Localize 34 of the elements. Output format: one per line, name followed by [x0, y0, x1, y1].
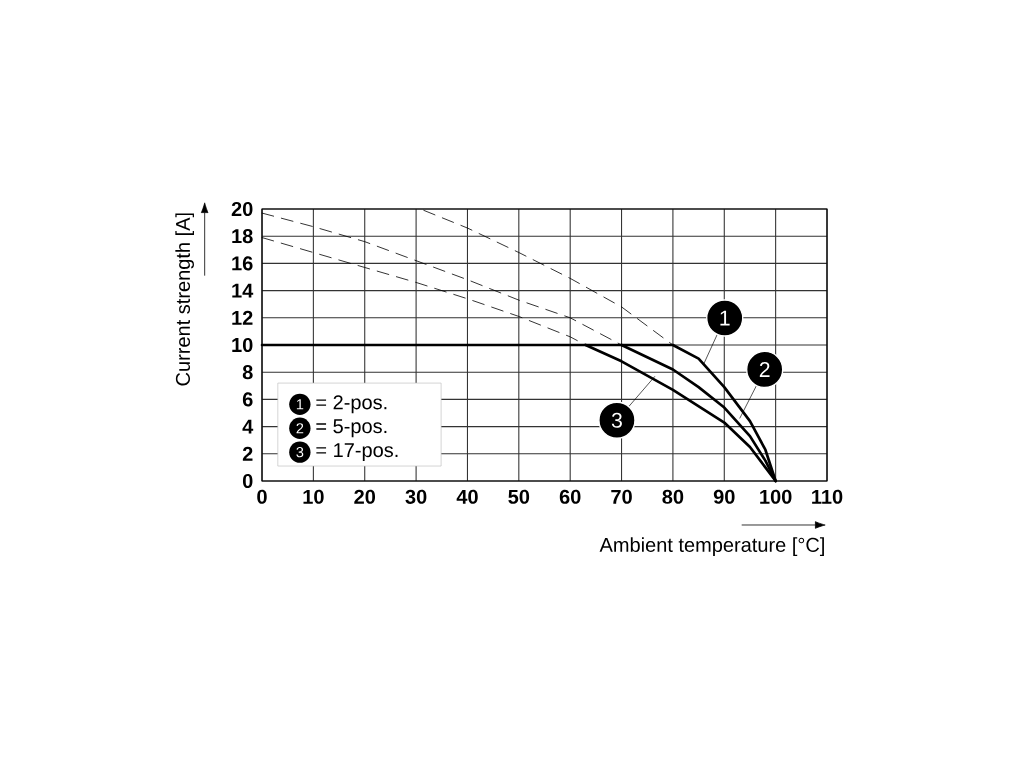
legend-label: = 5-pos. — [316, 419, 387, 438]
y-tick-label: 0 — [242, 473, 253, 489]
x-tick-label: 10 — [303, 489, 324, 504]
annotation: 2 — [759, 362, 770, 377]
y-tick-label: 10 — [232, 337, 253, 353]
annotation: 1 — [720, 310, 730, 326]
annotation: 3 — [611, 412, 622, 428]
text: 2 — [296, 423, 304, 434]
y-tick-label: 20 — [231, 201, 253, 217]
text: 1 — [296, 399, 304, 410]
x-tick-label: 90 — [713, 489, 735, 504]
x-tick-label: 80 — [662, 489, 684, 504]
y-tick-label: 4 — [242, 419, 254, 434]
x-tick-label: 0 — [257, 489, 267, 504]
legend-label: = 17-pos. — [316, 443, 398, 462]
y-tick-label: 8 — [242, 365, 253, 380]
y-tick-label: 2 — [242, 446, 253, 461]
y-tick-label: 18 — [232, 229, 253, 244]
x-tick-label: 60 — [559, 489, 581, 504]
x-tick-label: 100 — [760, 489, 792, 504]
y-tick-label: 16 — [232, 256, 253, 271]
x-tick-label: 40 — [456, 489, 478, 504]
y-tick-label: 6 — [242, 392, 253, 407]
legend-label: = 2-pos. — [316, 395, 387, 414]
y-tick-label: 12 — [232, 310, 253, 325]
x-axis-title: Ambient temperature [°C] — [599, 537, 824, 556]
y-tick-label: 14 — [232, 283, 254, 298]
y-axis-title: Current strength [A] — [175, 213, 194, 386]
text: 3 — [296, 446, 304, 458]
x-tick-label: 20 — [354, 489, 376, 504]
x-tick-label: 30 — [405, 489, 427, 504]
x-tick-label: 50 — [508, 489, 530, 504]
x-tick-label: 110 — [812, 489, 843, 504]
x-tick-label: 70 — [611, 489, 632, 504]
